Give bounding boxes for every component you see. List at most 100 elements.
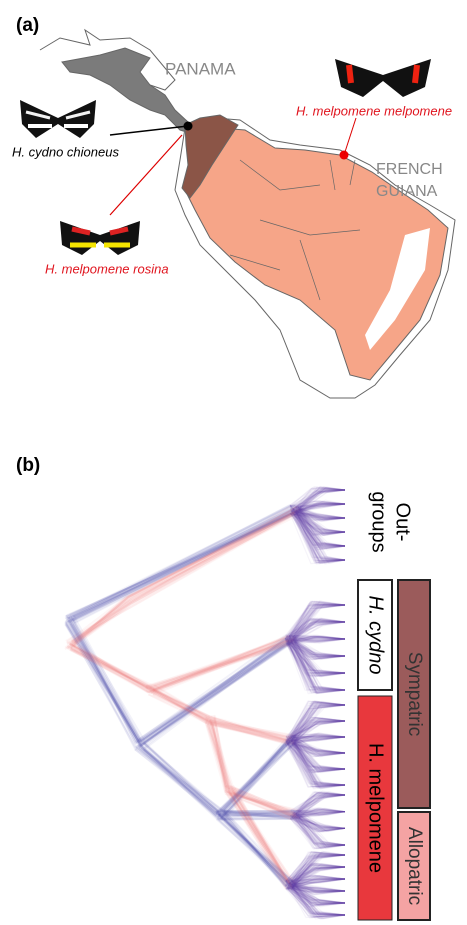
tree-branch xyxy=(290,816,346,846)
tree-branch xyxy=(291,617,346,643)
tree-branch xyxy=(285,740,346,788)
tree-branch xyxy=(290,863,346,888)
tree-branch xyxy=(284,720,346,745)
tree-branch xyxy=(295,794,346,814)
tree-branch xyxy=(296,809,346,819)
tree-branch xyxy=(294,720,346,736)
tree-branch xyxy=(286,851,346,890)
tree-branch xyxy=(286,866,346,889)
tree-branch xyxy=(65,505,297,624)
tree-branch xyxy=(288,603,346,641)
tree-branch xyxy=(290,741,346,786)
tree-branch xyxy=(291,740,346,758)
tree-branch xyxy=(286,636,346,674)
tree-branch xyxy=(290,513,346,561)
tree-branch xyxy=(288,604,346,636)
tree-branch xyxy=(292,809,346,814)
tree-branch xyxy=(290,635,346,645)
tree-branch xyxy=(290,720,346,739)
tree-branch xyxy=(290,703,346,738)
tree-branch xyxy=(297,509,346,561)
tree-branch xyxy=(295,812,346,829)
tree-branch xyxy=(299,503,346,507)
tree-branch xyxy=(294,603,346,645)
tree-branch xyxy=(290,740,346,771)
tree-branch xyxy=(294,818,346,846)
tree-branch xyxy=(229,793,295,885)
tree-branch xyxy=(293,737,346,770)
tree-branch xyxy=(287,641,346,692)
tree-branch xyxy=(286,639,346,674)
tree-branch xyxy=(293,812,346,830)
tree-branch xyxy=(295,509,346,520)
tree-branch xyxy=(285,639,346,694)
tree-branch xyxy=(290,878,346,887)
tree-branch xyxy=(290,818,346,850)
tree-branch xyxy=(292,878,346,889)
tree-branch xyxy=(293,735,346,738)
tree-branch xyxy=(287,854,346,881)
tree-branch xyxy=(294,734,346,790)
tree-branch xyxy=(289,504,346,550)
tree-branch xyxy=(292,635,346,691)
tree-branch xyxy=(286,640,346,676)
tree-branch xyxy=(146,684,295,744)
tree-branch xyxy=(288,700,346,742)
tree-branch xyxy=(291,488,346,513)
tree-branch xyxy=(285,880,346,907)
tree-branch xyxy=(290,854,346,888)
tree-branch xyxy=(294,641,346,674)
tree-branch xyxy=(292,507,346,519)
tree-branch xyxy=(290,513,346,562)
range-label: Allopatric xyxy=(404,827,425,905)
tree-branch xyxy=(289,854,346,885)
tree-branch xyxy=(290,807,346,820)
tree-branch xyxy=(289,634,346,640)
tree-branch xyxy=(140,744,293,814)
tree-branch xyxy=(73,505,301,622)
tree-branch xyxy=(291,703,346,746)
tree-branch xyxy=(68,510,296,624)
tree-branch xyxy=(291,741,346,790)
tree-branch xyxy=(292,735,346,740)
tree-branch xyxy=(284,743,346,755)
tree-branch xyxy=(286,635,346,691)
tree-branch xyxy=(286,621,346,641)
tree-branch xyxy=(288,737,346,771)
tree-branch xyxy=(296,489,346,514)
tree-branch xyxy=(292,885,346,916)
tree-branch xyxy=(72,508,294,642)
tree-branch xyxy=(292,604,346,637)
tree-branch xyxy=(293,720,346,745)
tree-branch xyxy=(292,810,346,817)
tree-branch xyxy=(287,880,346,893)
tree-branch xyxy=(297,486,346,511)
tree-branch xyxy=(293,808,346,818)
tree-branch xyxy=(297,489,346,507)
tree-branch xyxy=(297,506,346,521)
tree-branch xyxy=(295,513,346,547)
tree-branch xyxy=(294,635,346,643)
tree-branch xyxy=(295,511,346,533)
tree-branch xyxy=(291,886,346,904)
tree-branch xyxy=(297,813,346,833)
tree-branch xyxy=(286,743,346,788)
tree-branch xyxy=(286,618,346,638)
tree-branch xyxy=(290,489,346,515)
tree-branch xyxy=(298,508,346,534)
tree-branch xyxy=(233,792,291,885)
tree-branch xyxy=(295,511,346,519)
tree-branch xyxy=(290,505,346,547)
tree-branch xyxy=(287,640,346,657)
tree-branch xyxy=(290,807,346,817)
tree-branch xyxy=(294,637,346,660)
tree-branch xyxy=(230,785,295,884)
tree-branch xyxy=(145,684,293,740)
tree-branch xyxy=(294,511,346,561)
tree-branch xyxy=(299,514,346,519)
tree-branch xyxy=(290,810,346,820)
tree-branch xyxy=(299,487,346,508)
tree-branch xyxy=(297,506,346,547)
tree-branch xyxy=(285,884,346,916)
tree-branch xyxy=(287,639,346,695)
